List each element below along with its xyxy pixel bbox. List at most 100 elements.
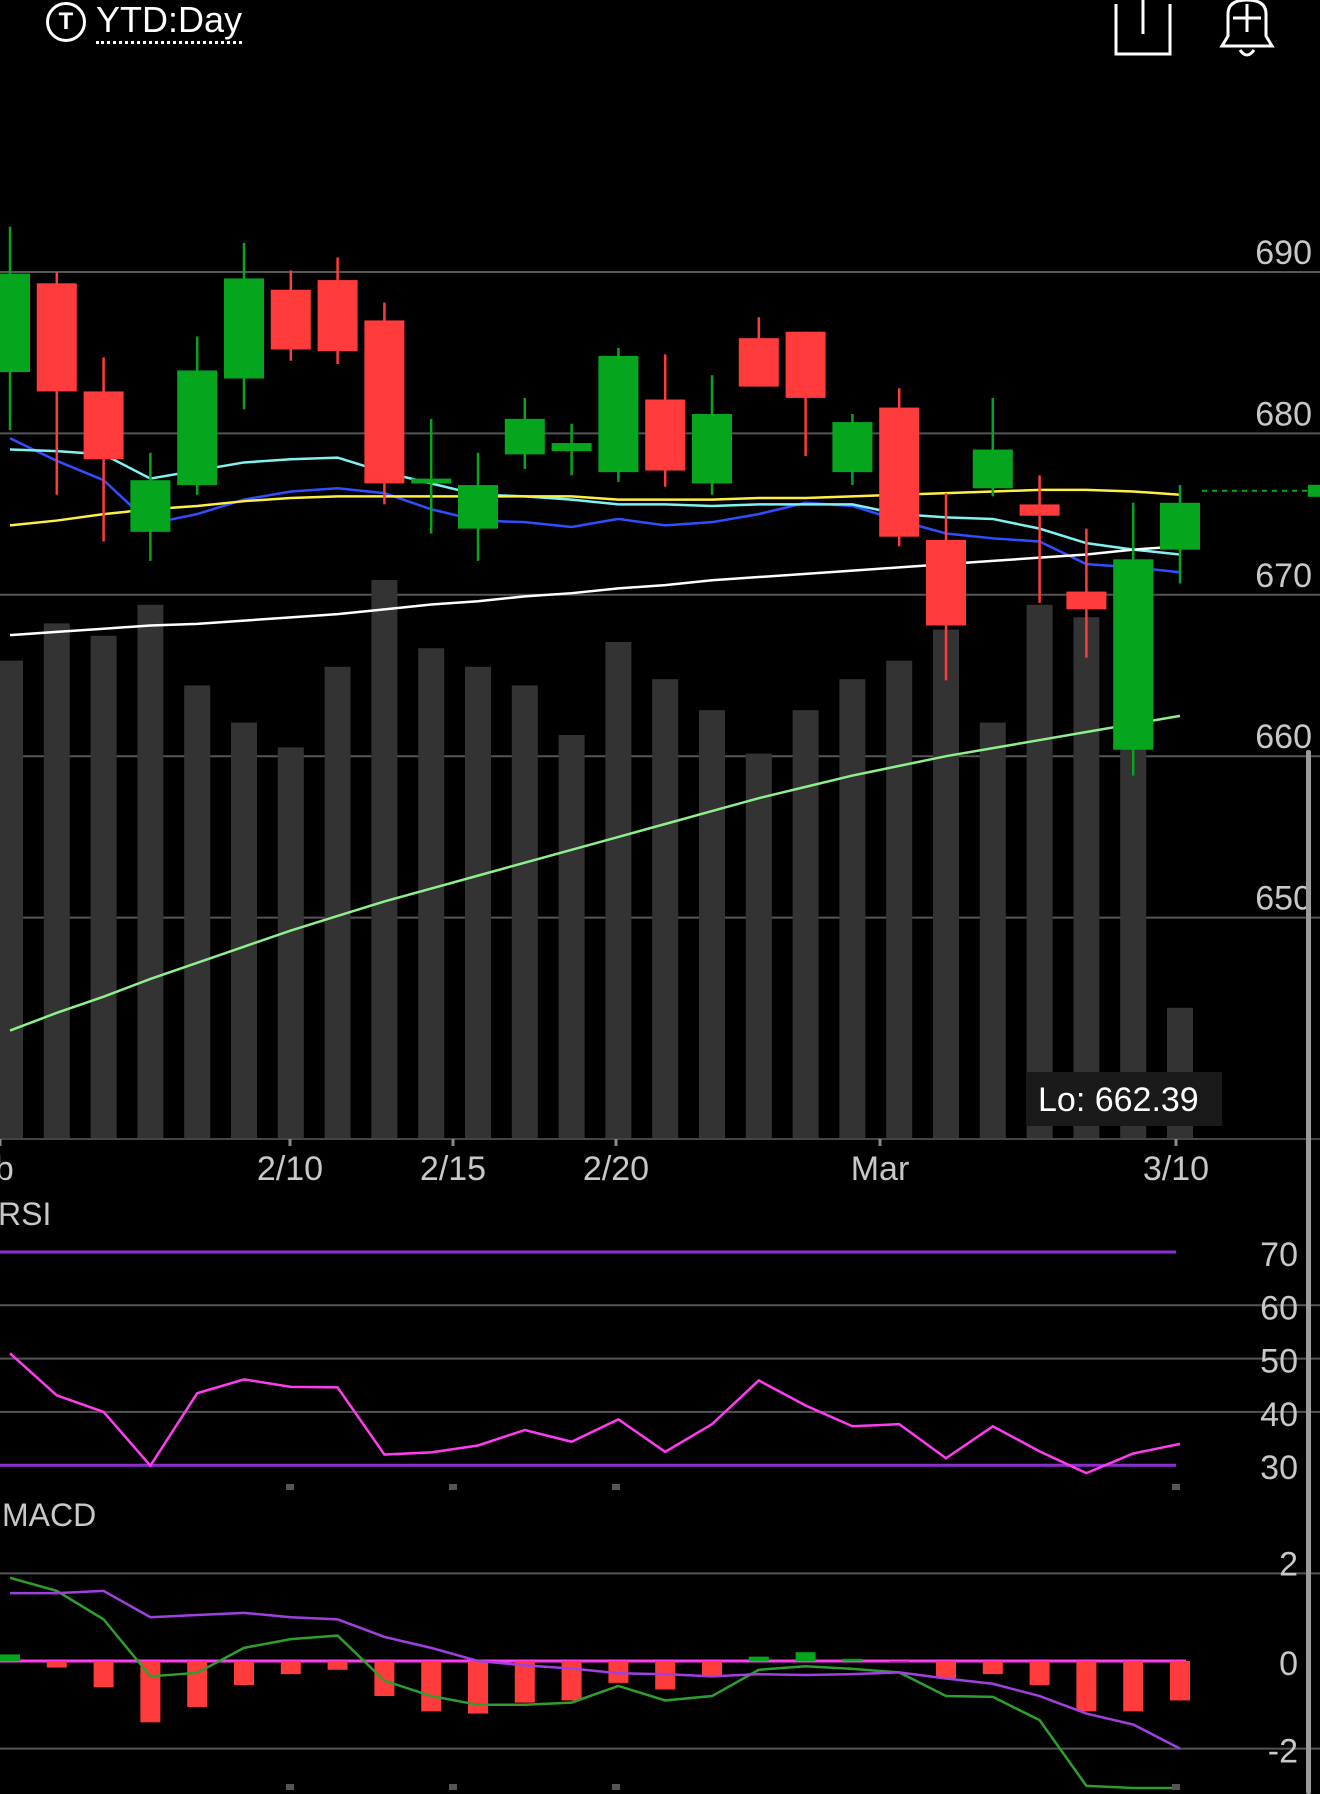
macd-histogram-bar — [1029, 1661, 1050, 1686]
macd-histogram-bar — [421, 1661, 442, 1712]
moving-average-line-ma50 — [9, 545, 1181, 637]
volume-bar — [324, 666, 351, 1138]
x-axis-label: Mar — [851, 1150, 910, 1188]
vertical-scrollbar — [1306, 750, 1311, 1794]
macd-histogram-bar — [327, 1661, 348, 1670]
candle-up — [224, 278, 264, 379]
candle-up — [130, 480, 171, 532]
ticker-type-icon: T — [46, 2, 86, 42]
volume-bar — [745, 753, 772, 1138]
macd-histogram-bar — [0, 1654, 20, 1661]
volume-bar — [886, 660, 913, 1138]
share-icon[interactable] — [1108, 0, 1178, 60]
rsi-x-tick — [1172, 1484, 1180, 1490]
candle-down — [738, 338, 779, 387]
price-axis-label: 660 — [1255, 718, 1312, 756]
candle-up — [1160, 502, 1200, 550]
macd-histogram-bar — [140, 1661, 161, 1723]
macd-line-macd — [9, 1576, 1180, 1790]
macd-x-tick — [449, 1784, 457, 1790]
volume-bar — [839, 679, 866, 1138]
macd-histogram-bar — [46, 1661, 67, 1668]
volume-bar — [90, 635, 117, 1138]
candle-down — [317, 280, 358, 352]
macd-histogram-bar — [93, 1661, 114, 1688]
volume-bar — [43, 623, 70, 1138]
moving-average-line-ma5 — [9, 437, 1181, 574]
add-alert-bell-icon[interactable] — [1212, 0, 1282, 60]
candle-down — [83, 391, 124, 460]
candle-down — [926, 539, 966, 626]
volume-bar — [184, 685, 211, 1138]
volume-bar — [0, 660, 23, 1138]
rsi-title: RSI — [0, 1196, 51, 1232]
volume-bar — [465, 666, 491, 1138]
volume-bar — [231, 722, 257, 1138]
candle-down — [879, 407, 920, 537]
x-axis-label: eb — [0, 1150, 14, 1188]
macd-x-tick — [1172, 1784, 1180, 1790]
volume-bar — [605, 642, 632, 1138]
macd-axis-label: 0 — [1279, 1645, 1298, 1683]
price-axis-label: 680 — [1255, 395, 1312, 433]
macd-histogram-bar — [889, 1661, 910, 1662]
moving-average-line-ma200 — [9, 714, 1181, 1032]
macd-histogram-bar — [608, 1661, 629, 1683]
macd-histogram-bar — [795, 1652, 816, 1661]
candle-up — [972, 449, 1013, 489]
period-label: YTD:Day — [96, 0, 243, 44]
macd-histogram-bar — [1170, 1661, 1190, 1701]
macd-histogram-bar — [702, 1661, 722, 1677]
volume-bar — [418, 648, 445, 1138]
macd-histogram-bar — [561, 1661, 582, 1701]
price-axis-label: 650 — [1255, 880, 1312, 918]
candle-up — [1113, 559, 1154, 750]
macd-x-tick — [286, 1784, 294, 1790]
x-axis-label: 2/10 — [257, 1150, 323, 1188]
macd-histogram-bar — [514, 1661, 535, 1703]
candle-up — [177, 370, 218, 486]
macd-histogram-bar — [374, 1661, 395, 1697]
candle-down — [36, 283, 77, 392]
price-axis-label: 670 — [1255, 557, 1312, 595]
volume-bar — [1026, 604, 1053, 1138]
rsi-axis-label: 40 — [1260, 1396, 1298, 1434]
volume-bar — [933, 629, 959, 1138]
macd-histogram-bar — [1123, 1661, 1144, 1712]
rsi-x-tick — [612, 1484, 620, 1490]
volume-bar — [652, 679, 679, 1138]
last-price-marker — [1308, 484, 1320, 497]
candle-up — [504, 418, 545, 455]
lo-label: Lo: 662.39 — [1038, 1081, 1199, 1119]
x-axis-label: 3/10 — [1143, 1150, 1209, 1188]
moving-average-line-ma20 — [9, 488, 1181, 527]
volume-bar — [979, 722, 1006, 1138]
candle-up — [458, 485, 498, 529]
rsi-x-tick — [286, 1484, 294, 1490]
macd-axis-label: 2 — [1279, 1545, 1298, 1583]
top-bar: T YTD:Day — [0, 0, 1320, 60]
x-axis-label: 2/15 — [420, 1150, 486, 1188]
candle-up — [832, 422, 873, 473]
volume-bar — [511, 685, 538, 1138]
candle-down — [364, 320, 405, 484]
rsi-axis-label: 30 — [1260, 1449, 1298, 1487]
candle-down — [270, 289, 311, 350]
period-selector[interactable]: T YTD:Day — [46, 0, 243, 44]
volume-bar — [371, 580, 398, 1138]
macd-axis-label: -2 — [1268, 1733, 1298, 1771]
macd-histogram-bar — [1076, 1661, 1097, 1712]
rsi-axis-label: 50 — [1260, 1343, 1298, 1381]
macd-histogram-bar — [842, 1658, 863, 1661]
volume-bar — [699, 710, 725, 1138]
candle-down — [1019, 504, 1060, 516]
macd-histogram-bar — [982, 1661, 1003, 1675]
x-axis-label: 2/20 — [583, 1150, 649, 1188]
volume-bar — [1073, 617, 1100, 1138]
rsi-x-tick — [449, 1484, 457, 1490]
rsi-line — [9, 1352, 1181, 1475]
macd-histogram-bar — [280, 1661, 301, 1675]
lo-label-box — [1026, 1072, 1222, 1126]
rsi-axis-label: 70 — [1260, 1236, 1298, 1274]
candle-down — [645, 399, 686, 471]
